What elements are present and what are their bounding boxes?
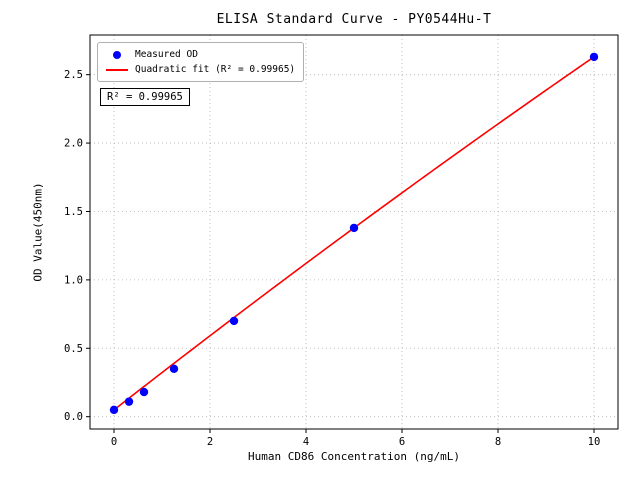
svg-text:0.0: 0.0: [64, 411, 83, 423]
svg-text:2.5: 2.5: [64, 69, 83, 81]
legend-item-quadratic-fit: Quadratic fit (R² = 0.99965): [104, 62, 295, 77]
line-marker-icon: [104, 68, 130, 71]
chart-title: ELISA Standard Curve - PY0544Hu-T: [216, 12, 492, 27]
scatter-marker-icon: [104, 50, 130, 59]
svg-text:4: 4: [303, 436, 309, 448]
chart-legend: Measured OD Quadratic fit (R² = 0.99965): [97, 42, 305, 82]
svg-text:1.0: 1.0: [64, 274, 83, 286]
x-axis-label: Human CD86 Concentration (ng/mL): [248, 450, 460, 463]
r-squared-annotation: R² = 0.99965: [100, 88, 190, 106]
svg-text:0: 0: [111, 436, 117, 448]
svg-text:0.5: 0.5: [64, 343, 83, 355]
legend-label-quadratic-fit: Quadratic fit (R² = 0.99965): [135, 64, 296, 75]
svg-text:8: 8: [495, 436, 501, 448]
svg-text:6: 6: [399, 436, 405, 448]
legend-item-measured-od: Measured OD: [104, 47, 295, 62]
legend-label-measured-od: Measured OD: [135, 49, 198, 60]
y-axis-label: OD Value(450nm): [31, 182, 45, 282]
svg-text:1.5: 1.5: [64, 206, 83, 218]
svg-text:2: 2: [207, 436, 213, 448]
svg-text:10: 10: [588, 436, 601, 448]
svg-text:2.0: 2.0: [64, 138, 83, 150]
